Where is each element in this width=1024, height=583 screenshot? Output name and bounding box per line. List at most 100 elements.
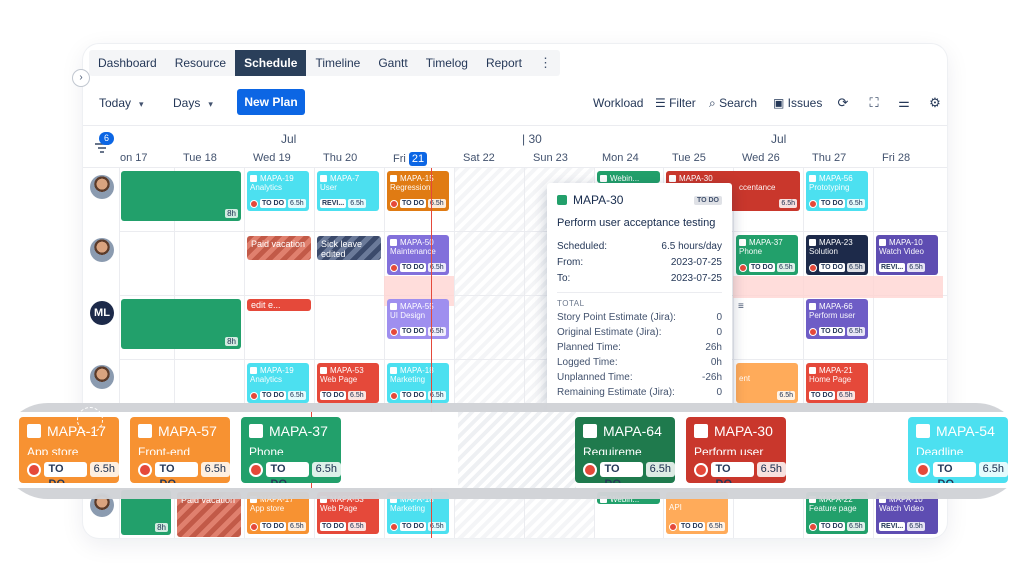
task-meta: TO DO6.5h <box>694 462 786 483</box>
tooltip-row-label: Remaining Estimate (Jira): <box>557 387 675 398</box>
day-thu-20: Thu 20 <box>323 152 358 164</box>
task-title: Watch Video <box>879 247 924 256</box>
task-card[interactable]: MAPA-22 Feature page TO DO 6.5h <box>806 492 868 534</box>
task-card[interactable]: MAPA-19 Analytics TO DO 6.5h <box>247 363 309 403</box>
avatar[interactable] <box>90 365 114 389</box>
task-title: Web Page <box>320 375 358 384</box>
task-card[interactable]: MAPA-56 Prototyping TO DO 6.5h <box>806 171 868 211</box>
tooltip-row-value: 26h <box>705 342 722 353</box>
task-check-icon <box>583 424 597 438</box>
task-meta: TO DO6.5h <box>138 462 230 483</box>
task-card[interactable]: ent 6.5h <box>736 363 798 403</box>
task-title: Prototyping <box>809 183 850 192</box>
task-card[interactable]: MAPA-7 User REVI... 6.5h <box>317 171 379 211</box>
tooltip-row: Planned Time: 26h <box>557 342 722 353</box>
filter-icon: ☰ <box>655 96 670 110</box>
tab-resource[interactable]: Resource <box>174 56 227 70</box>
workload-button[interactable]: Workload <box>593 96 644 110</box>
search-button[interactable]: ⌕ Search <box>709 96 757 111</box>
task-card[interactable]: MAPA-55 UI Design TO DO 6.5h <box>387 299 449 339</box>
task-card[interactable]: MAPA-15 Regression TO DO 6.5h <box>387 171 449 211</box>
avatar[interactable] <box>90 238 114 262</box>
grid-col-line <box>873 168 874 538</box>
task-hours: 6.5h <box>707 522 725 531</box>
task-status: TO DO <box>43 462 87 483</box>
task-card[interactable]: MAPA-19 Analytics TO DO 6.5h <box>247 171 309 211</box>
task-title: Phone <box>739 247 763 256</box>
tab-timelog[interactable]: Timelog <box>425 56 468 70</box>
sidebar-collapse-button[interactable]: › <box>72 69 90 87</box>
tooltip-scheduled-label: Scheduled: <box>557 241 608 252</box>
task-card-zoomed[interactable]: MAPA-30 Perform user TO DO6.5h <box>686 417 786 483</box>
task-card[interactable]: MAPA-53 Web Page TO DO 6.5h <box>317 492 379 534</box>
today-dropdown[interactable]: Today <box>99 96 144 110</box>
availability-bar[interactable]: 8h <box>121 299 241 349</box>
task-meta: TO DO6.5h <box>249 462 341 483</box>
task-card[interactable]: MAPA-10 Watch Video REVI... 6.5h <box>876 235 938 275</box>
availability-bar[interactable]: 8h <box>121 171 241 221</box>
new-plan-button[interactable]: New Plan <box>237 89 305 115</box>
more-tabs-icon[interactable]: ⋮ <box>538 55 552 70</box>
task-card[interactable]: MAPA-17 App store TO DO 6.5h <box>247 492 309 534</box>
settings-gear-icon[interactable]: ⚙ <box>929 95 941 110</box>
task-card-zoomed[interactable]: MAPA-57 Front-end TO DO6.5h <box>130 417 230 483</box>
task-card[interactable]: MAPA-37 Phone TO DO 6.5h <box>736 235 798 275</box>
avatar[interactable]: ML <box>90 301 114 325</box>
refresh-icon[interactable]: ⟳ <box>837 95 849 110</box>
task-card[interactable]: MAPA-21 Home Page TO DO 6.5h <box>806 363 868 403</box>
task-status: TO DO <box>749 263 776 272</box>
tab-timeline[interactable]: Timeline <box>315 56 361 70</box>
tab-dashboard[interactable]: Dashboard <box>98 56 157 70</box>
tooltip-divider <box>557 292 722 293</box>
task-card[interactable]: MAPA-18 Marketing TO DO 6.5h <box>387 363 449 403</box>
tab-schedule[interactable]: Schedule <box>235 50 307 76</box>
task-meta: REVI... 6.5h <box>879 263 925 272</box>
tooltip-status-badge: TO DO <box>693 195 722 205</box>
issues-icon: ▣ <box>773 96 788 110</box>
tab-report[interactable]: Report <box>485 56 522 70</box>
task-card[interactable]: MAPA-50 Maintenance TO DO 6.5h <box>387 235 449 275</box>
fullscreen-icon[interactable]: ⛶ <box>869 95 879 110</box>
tab-gantt[interactable]: Gantt <box>378 56 408 70</box>
priority-icon <box>250 199 258 208</box>
filter-button[interactable]: ☰ Filter <box>655 96 696 110</box>
task-card[interactable]: MAPA-53 Web Page TO DO 6.5h <box>317 363 379 403</box>
task-card[interactable]: MAPA-66 Perform user TO DO 6.5h <box>806 299 868 339</box>
task-hours: 6.5h <box>428 522 446 531</box>
task-key: MAPA-10 <box>879 495 935 504</box>
task-card[interactable]: MAPA-23 Solution TO DO 6.5h <box>806 235 868 275</box>
leave-block[interactable]: edit e... <box>247 299 311 311</box>
task-key: MAPA-37 <box>739 238 795 247</box>
task-title: Front-end <box>138 445 191 455</box>
priority-icon <box>809 199 817 208</box>
task-card[interactable]: API TO DO 6.5h <box>666 492 728 534</box>
days-dropdown[interactable]: Days <box>173 96 213 110</box>
leave-block[interactable]: Sick leave edited <box>317 236 381 260</box>
task-title: App store <box>27 445 79 455</box>
task-card-zoomed[interactable]: MAPA-37 Phone TO DO6.5h <box>241 417 341 483</box>
priority-icon <box>916 462 930 477</box>
sliders-icon[interactable]: ⚌ <box>898 95 910 110</box>
priority-icon <box>390 391 398 400</box>
priority-icon <box>250 522 258 531</box>
avatar[interactable] <box>90 175 114 199</box>
task-status: TO DO <box>260 391 287 400</box>
priority-icon <box>390 263 398 272</box>
list-icon[interactable]: ≡ <box>738 301 744 312</box>
leave-block[interactable]: Paid vacation <box>177 492 241 537</box>
task-card-zoomed[interactable]: MAPA-54 Deadline TO DO6.5h <box>908 417 1008 483</box>
day-sun-23: Sun 23 <box>533 152 568 164</box>
task-status: TO DO <box>320 391 347 400</box>
task-card[interactable]: MAPA-10 Watch Video REVI... 6.5h <box>876 492 938 534</box>
webinar-card[interactable]: Webin... <box>597 171 660 183</box>
task-card[interactable]: MAPA-18 Marketing TO DO 6.5h <box>387 492 449 534</box>
task-card-zoomed[interactable]: MAPA-64 Requireme TO DO6.5h <box>575 417 675 483</box>
leave-block[interactable]: Paid vacation <box>247 236 311 260</box>
task-meta: TO DO6.5h <box>27 462 119 483</box>
tooltip-row: Logged Time: 0h <box>557 357 722 368</box>
issues-button[interactable]: ▣ Issues <box>773 96 822 110</box>
